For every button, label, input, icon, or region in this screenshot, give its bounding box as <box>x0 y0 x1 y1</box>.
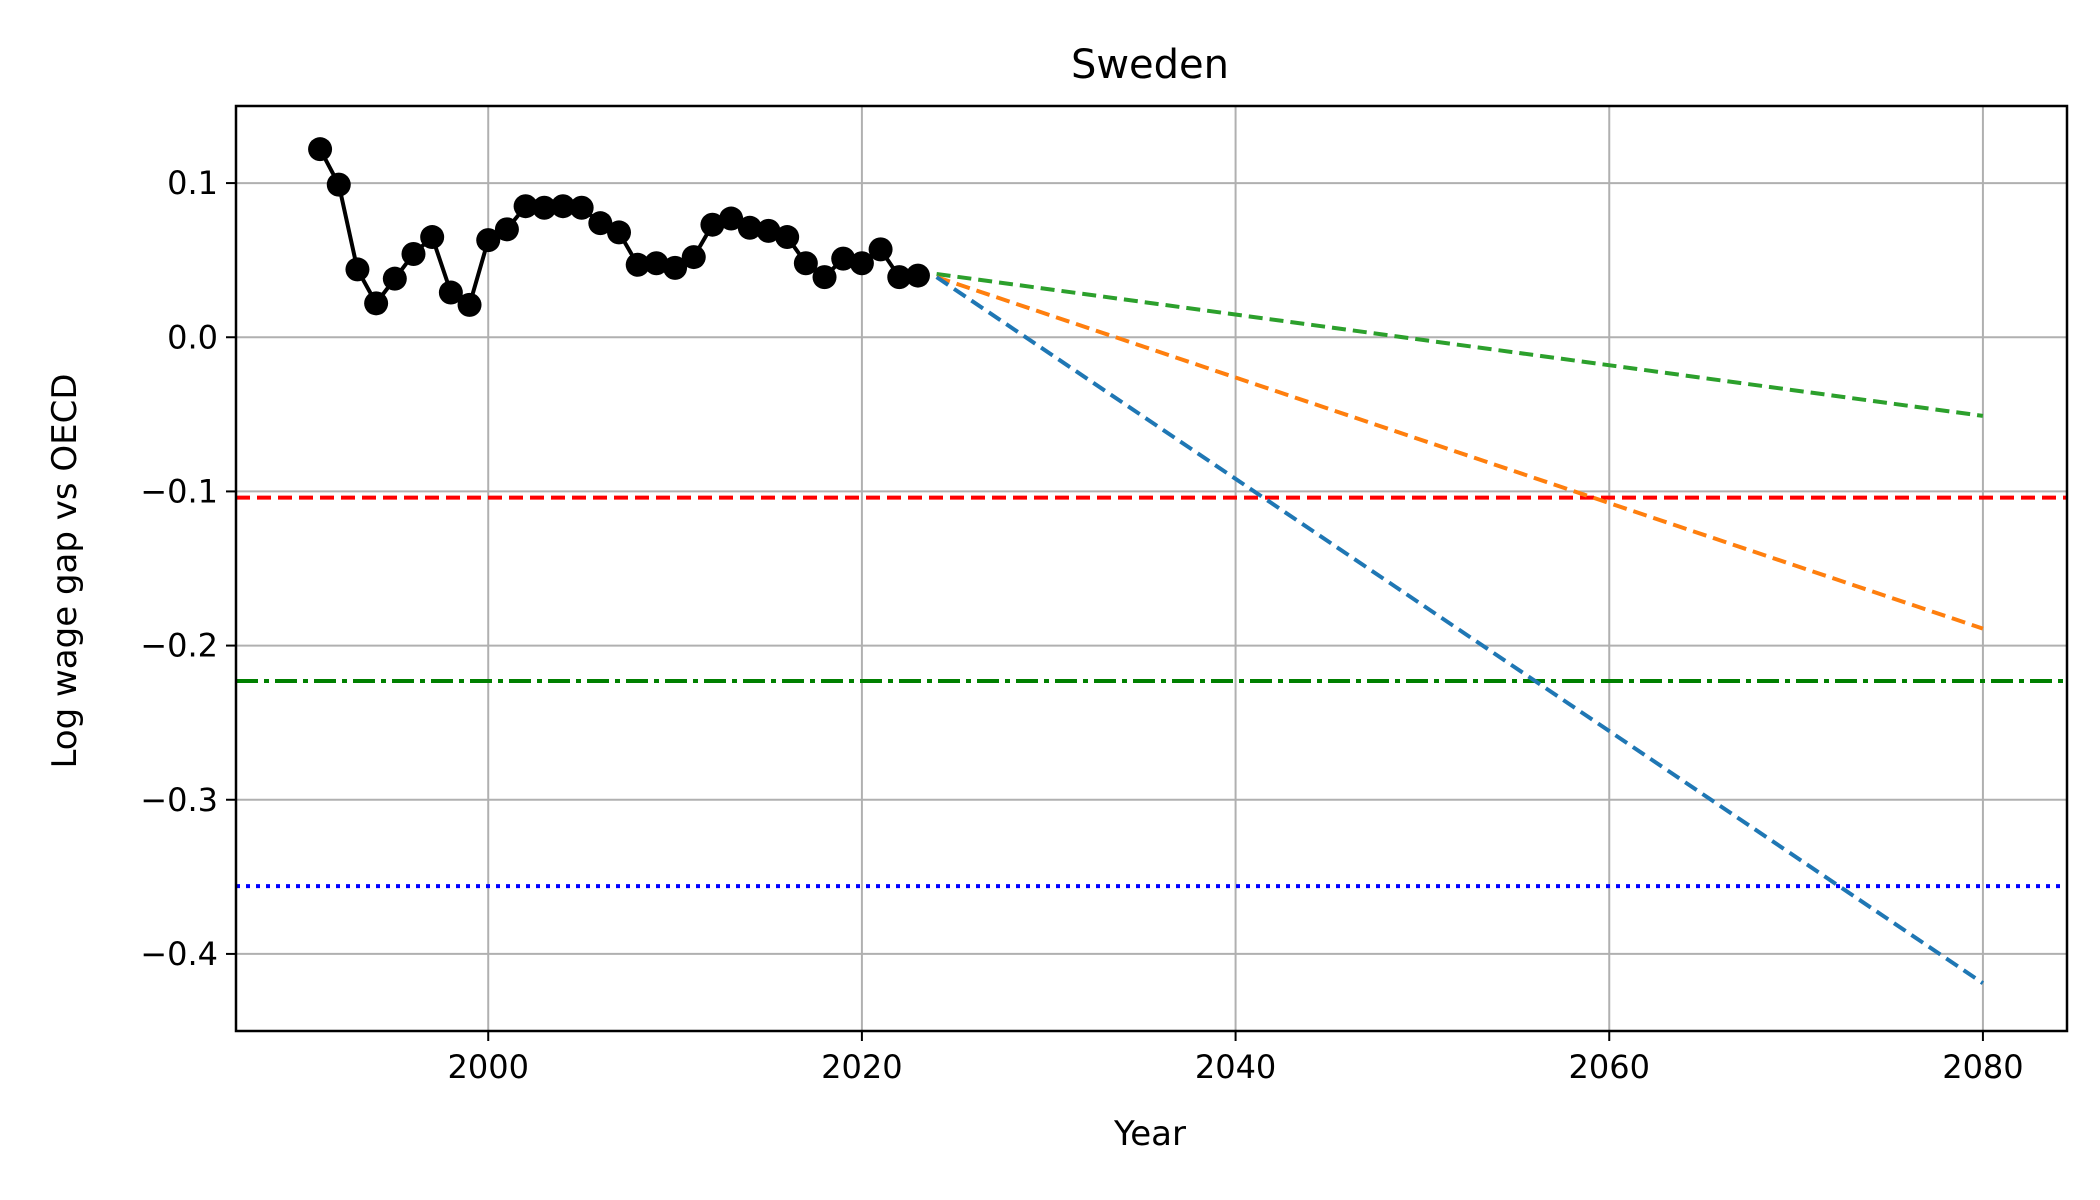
data-point <box>513 194 538 219</box>
data-point <box>700 212 725 237</box>
data-point <box>849 251 874 276</box>
data-point <box>644 251 669 276</box>
data-point <box>308 137 333 162</box>
data-point <box>681 245 706 270</box>
chart-title: Sweden <box>1071 42 1229 88</box>
y-tick-label: −0.1 <box>140 472 218 510</box>
data-point <box>607 220 632 245</box>
data-point <box>775 225 800 250</box>
x-axis-label: Year <box>1113 1114 1186 1154</box>
data-point <box>737 215 762 240</box>
y-axis-label: Log wage gap vs OECD <box>45 373 85 768</box>
data-point <box>532 195 557 220</box>
data-point <box>326 172 351 197</box>
x-tick-label: 2060 <box>1569 1048 1650 1086</box>
grid <box>236 106 2067 1031</box>
data-point <box>438 280 463 305</box>
data-point <box>719 206 744 231</box>
data-point <box>868 237 893 262</box>
projection-line <box>935 275 1985 985</box>
data-point <box>420 225 445 250</box>
x-tick-label: 2000 <box>448 1048 529 1086</box>
data-point <box>905 263 930 288</box>
projection-line <box>936 272 1984 418</box>
data-point <box>663 255 688 280</box>
data-point <box>756 218 781 243</box>
data-point <box>588 211 613 236</box>
y-tick-label: 0.0 <box>167 318 218 356</box>
data-point <box>569 195 594 220</box>
y-tick-label: 0.1 <box>167 164 218 202</box>
data-point <box>457 292 482 317</box>
x-tick-label: 2020 <box>821 1048 902 1086</box>
plot-area-frame <box>234 104 2069 1033</box>
y-tick-label: −0.2 <box>140 627 218 665</box>
projection-line <box>935 275 1984 631</box>
tick-layer: 2000 2020 2040 2060 2080 0.1 0.0 −0.1 −0.2 −0.3 −0… <box>140 164 2023 1086</box>
reference-lines <box>236 495 2067 889</box>
data-point <box>550 194 575 219</box>
y-tick-label: −0.3 <box>140 781 218 819</box>
x-tick-label: 2040 <box>1195 1048 1276 1086</box>
data-point <box>494 217 519 242</box>
y-tick-label: −0.4 <box>140 935 218 973</box>
marker-layer <box>308 137 930 317</box>
data-point <box>476 228 501 253</box>
data-point <box>831 246 856 271</box>
x-tick-label: 2080 <box>1942 1048 2023 1086</box>
data-point <box>625 252 650 277</box>
data-point <box>345 257 370 282</box>
data-point <box>401 242 426 266</box>
data-point <box>812 265 837 290</box>
data-point <box>382 266 407 291</box>
data-point <box>887 265 912 290</box>
data-point <box>793 251 818 276</box>
data-point <box>364 291 389 316</box>
